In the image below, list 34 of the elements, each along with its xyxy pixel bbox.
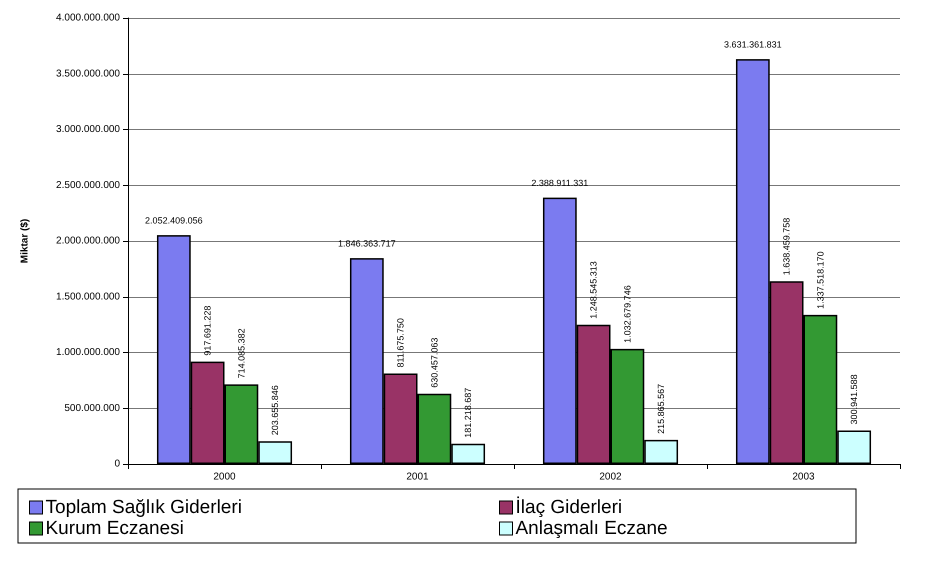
data-label: 1.337.518.170 bbox=[815, 251, 826, 309]
data-label: 811.675.750 bbox=[396, 318, 406, 368]
data-label: 2.052.409.056 bbox=[145, 216, 203, 226]
y-tick-label: 3.000.000.000 bbox=[56, 124, 120, 135]
y-tick-label: 4.000.000.000 bbox=[56, 12, 120, 24]
y-tick-label: 3.500.000.000 bbox=[56, 68, 120, 80]
y-axis-title: Miktar ($) bbox=[20, 218, 30, 264]
data-label: 300.941.588 bbox=[849, 374, 860, 424]
y-tick-label: 1.500.000.000 bbox=[56, 291, 120, 302]
legend-label: İlaç Giderleri bbox=[516, 496, 622, 518]
x-tick-label: 2000 bbox=[213, 472, 236, 482]
y-tick-label: 1.000.000.000 bbox=[56, 347, 120, 358]
data-label: 1.032.679.746 bbox=[622, 285, 632, 343]
data-label: 1.638.459.758 bbox=[782, 218, 792, 276]
data-label: 1.846.363.717 bbox=[338, 238, 396, 249]
x-tick-label: 2001 bbox=[406, 472, 430, 482]
x-tick-label: 2003 bbox=[792, 472, 816, 482]
y-tick-label: 2.000.000.000 bbox=[56, 236, 120, 246]
data-label: 181.218.687 bbox=[463, 388, 474, 438]
legend-label: Kurum Eczanesi bbox=[46, 518, 184, 539]
data-label: 2.388.911.331 bbox=[531, 178, 588, 188]
data-label: 3.631.361.831 bbox=[724, 40, 782, 50]
data-label: 917.691.228 bbox=[202, 306, 213, 356]
y-tick-label: 0 bbox=[114, 458, 120, 470]
data-label: 215.865.567 bbox=[656, 384, 666, 434]
y-tick-label: 500.000.000 bbox=[64, 402, 120, 414]
x-tick-label: 2002 bbox=[599, 472, 622, 482]
legend-label: Toplam Sağlık Giderleri bbox=[46, 497, 242, 518]
legend-label: Anlaşmalı Eczane bbox=[516, 518, 668, 539]
y-tick-label: 2.500.000.000 bbox=[56, 180, 120, 191]
data-label: 714.085.382 bbox=[236, 328, 246, 378]
data-label: 203.655.846 bbox=[270, 385, 280, 436]
data-label: 1.248.545.313 bbox=[588, 261, 599, 319]
data-label: 630.457.063 bbox=[429, 338, 440, 388]
